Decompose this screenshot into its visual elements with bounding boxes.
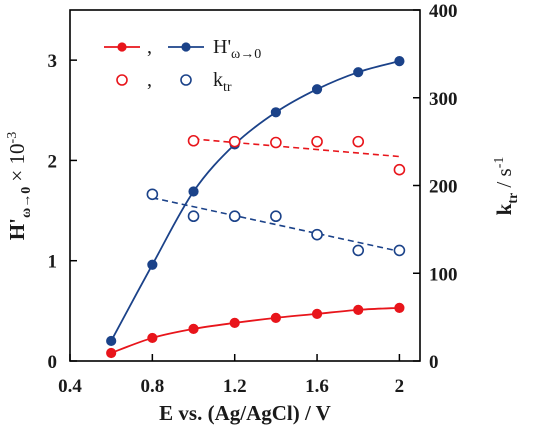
legend-label: H'ω→0 [213,36,261,62]
y-right-tick-label: 300 [429,89,458,110]
tick-labels: 0.4 0.8 1.2 1.6 2 0 1 2 3 0 100 200 300 400 [48,1,458,397]
blue_open-point [146,188,159,201]
legend: , H'ω→0, ktr [104,36,261,95]
red_filled-point [394,302,405,313]
x-tick-label: 0.4 [58,376,82,397]
red_filled-curve [110,306,400,354]
legend-label: ktr [213,69,232,95]
blue_filled-point [311,84,323,95]
blue_filled-curve [110,60,400,342]
legend-comma: , [147,36,152,58]
y-right-axis-title: ktr / s-1 [492,157,521,216]
blue_open-point [393,244,406,257]
y-left-tick-label: 1 [48,252,58,273]
y-right-tick-label: 200 [429,177,458,198]
red_open-point [311,135,323,148]
blue_open-point [228,210,241,223]
y-right-tick-label: 0 [429,352,439,373]
legend-marker [181,42,191,52]
legend-marker [180,74,192,86]
red_filled-point [147,332,158,344]
legend-marker [116,74,128,86]
blue_filled-point [106,335,117,347]
blue_open-point [311,228,323,241]
y-right-tick-label: 100 [429,264,458,285]
y-left-axis-title: H'ω→0 × 10-3 [5,132,34,240]
y-left-tick-label: 3 [48,51,58,72]
blue_open-point [352,244,365,257]
red_open-point [228,135,241,148]
red_filled-point [311,308,323,319]
red_filled-point [270,312,281,323]
red_open-fit-line [193,138,400,158]
fit-lines [152,138,400,253]
blue_open-point [270,210,282,223]
plot-frame [69,9,421,362]
markers [106,56,406,359]
red_filled-point [353,304,364,315]
red_open-point [352,135,365,148]
blue_filled-point [353,67,364,78]
red_open-point [393,163,406,176]
x-tick-label: 0.8 [140,376,164,397]
blue_filled-point [270,107,281,118]
red_filled-point [106,347,117,359]
y-right-tick-label: 400 [429,1,458,22]
red_filled-point [229,317,240,328]
x-tick-label: 2 [395,376,405,397]
y-left-tick-label: 2 [48,151,58,172]
blue_open-point [187,210,200,223]
x-tick-label: 1.2 [223,376,247,397]
legend-comma: , [147,69,152,91]
legend-marker [117,42,127,52]
y-left-tick-label: 0 [48,352,58,373]
blue_filled-point [188,186,199,197]
blue_open-fit-line [152,197,400,253]
red_open-point [270,136,282,149]
axes [69,9,421,362]
red_open-point [187,134,200,147]
x-tick-label: 1.6 [305,376,329,397]
axis-titles: E vs. (Ag/AgCl) / V H'ω→0 × 10-3 ktr / s-1 [5,132,521,425]
x-axis-title: E vs. (Ag/AgCl) / V [159,401,331,425]
red_filled-point [188,323,199,335]
blue_filled-point [394,56,405,67]
blue_filled-point [147,259,158,270]
